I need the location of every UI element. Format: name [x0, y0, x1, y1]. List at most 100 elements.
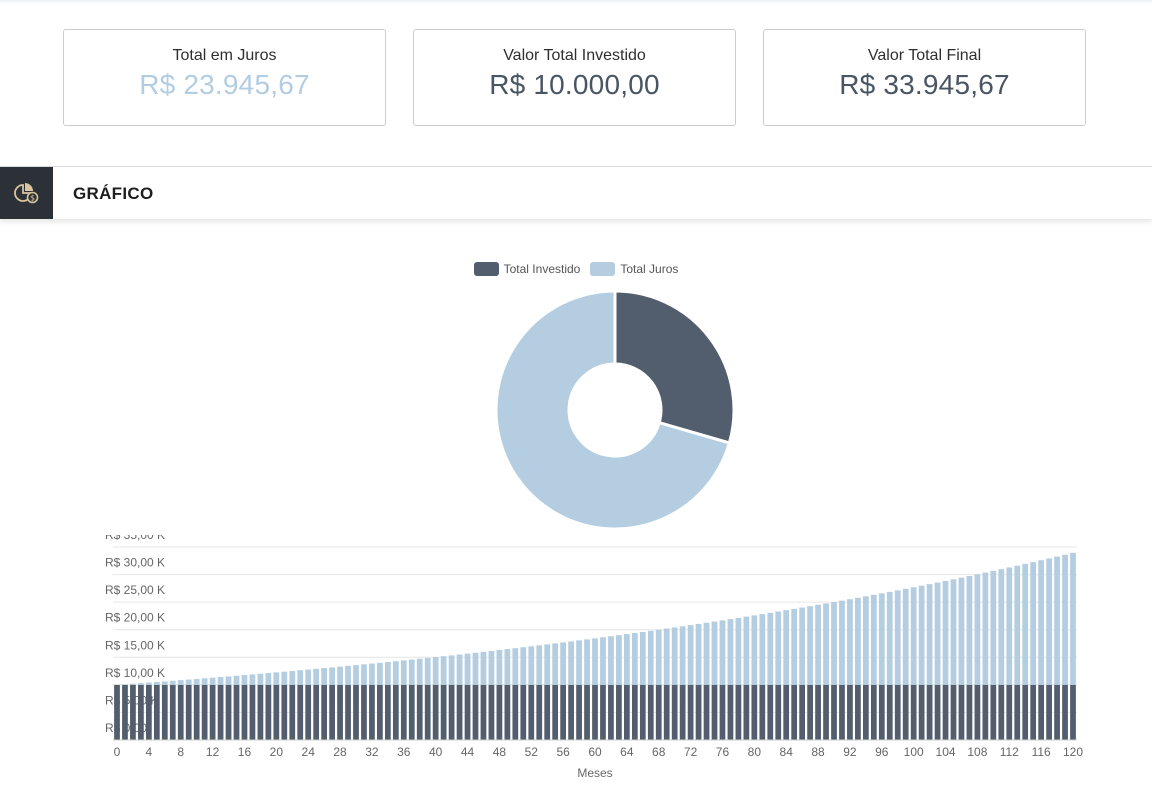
bar-investido[interactable]	[576, 684, 582, 740]
bar-juros[interactable]	[456, 654, 463, 685]
bar-juros[interactable]	[185, 679, 192, 685]
bar-juros[interactable]	[369, 663, 375, 685]
bar-investido[interactable]	[130, 684, 136, 740]
bar-investido[interactable]	[687, 684, 694, 740]
bar-juros[interactable]	[217, 677, 224, 685]
bar-investido[interactable]	[791, 684, 798, 740]
bar-investido[interactable]	[958, 684, 965, 740]
bar-juros[interactable]	[735, 617, 742, 685]
bar-juros[interactable]	[193, 678, 200, 685]
bar-investido[interactable]	[329, 684, 335, 740]
bar-juros[interactable]	[408, 659, 415, 685]
bar-juros[interactable]	[209, 677, 216, 685]
bar-investido[interactable]	[456, 684, 463, 740]
bar-juros[interactable]	[878, 593, 885, 685]
bar-juros[interactable]	[584, 639, 590, 685]
bar-juros[interactable]	[759, 614, 766, 685]
bar-investido[interactable]	[735, 684, 742, 740]
bar-juros[interactable]	[321, 668, 328, 685]
bar-juros[interactable]	[289, 670, 296, 685]
bar-juros[interactable]	[432, 657, 439, 685]
bar-juros[interactable]	[424, 657, 431, 685]
bar-juros[interactable]	[440, 656, 447, 685]
bar-investido[interactable]	[345, 684, 351, 740]
bar-juros[interactable]	[894, 590, 901, 685]
bar-juros[interactable]	[400, 660, 407, 685]
bar-juros[interactable]	[177, 680, 184, 685]
bar-juros[interactable]	[807, 606, 813, 685]
bar-investido[interactable]	[950, 684, 957, 740]
bar-investido[interactable]	[209, 684, 216, 740]
bar-investido[interactable]	[464, 684, 471, 740]
bar-juros[interactable]	[169, 680, 176, 685]
bar-juros[interactable]	[623, 634, 630, 685]
bar-juros[interactable]	[384, 661, 391, 685]
bar-juros[interactable]	[855, 597, 861, 685]
bar-juros[interactable]	[751, 615, 758, 685]
bar-juros[interactable]	[1046, 558, 1052, 685]
bar-investido[interactable]	[281, 684, 288, 740]
bar-juros[interactable]	[153, 681, 160, 685]
bar-juros[interactable]	[679, 626, 686, 685]
bar-investido[interactable]	[225, 684, 232, 740]
bar-investido[interactable]	[974, 684, 981, 740]
bar-investido[interactable]	[313, 684, 320, 740]
bar-juros[interactable]	[631, 633, 638, 685]
bar-juros[interactable]	[576, 640, 582, 685]
bar-investido[interactable]	[496, 684, 503, 740]
bar-investido[interactable]	[520, 684, 527, 740]
bar-investido[interactable]	[639, 684, 646, 740]
bar-juros[interactable]	[257, 673, 264, 685]
bar-juros[interactable]	[416, 658, 423, 685]
bar-juros[interactable]	[1022, 563, 1029, 685]
bar-juros[interactable]	[775, 611, 782, 685]
bar-juros[interactable]	[313, 668, 320, 685]
bar-investido[interactable]	[759, 684, 766, 740]
bar-investido[interactable]	[743, 684, 750, 740]
bar-juros[interactable]	[472, 652, 479, 685]
bar-juros[interactable]	[568, 641, 574, 685]
bar-investido[interactable]	[600, 684, 606, 740]
bar-juros[interactable]	[695, 623, 702, 685]
bar-investido[interactable]	[177, 684, 184, 740]
bar-juros[interactable]	[592, 638, 598, 685]
bar-juros[interactable]	[1006, 567, 1013, 685]
bar-juros[interactable]	[520, 647, 527, 685]
bar-juros[interactable]	[1030, 562, 1037, 685]
bar-juros[interactable]	[663, 628, 670, 685]
bar-juros[interactable]	[448, 655, 455, 685]
bar-juros[interactable]	[671, 627, 678, 685]
bar-juros[interactable]	[297, 670, 304, 685]
bar-investido[interactable]	[568, 684, 574, 740]
bar-juros[interactable]	[608, 636, 614, 685]
bar-juros[interactable]	[337, 666, 343, 685]
bar-investido[interactable]	[711, 684, 718, 740]
bar-juros[interactable]	[249, 674, 256, 685]
bar-juros[interactable]	[544, 644, 551, 685]
bar-investido[interactable]	[384, 684, 391, 740]
bar-juros[interactable]	[655, 629, 662, 685]
bar-investido[interactable]	[416, 684, 423, 740]
bar-investido[interactable]	[448, 684, 455, 740]
bar-investido[interactable]	[878, 684, 885, 740]
bar-investido[interactable]	[1062, 684, 1068, 740]
bar-investido[interactable]	[528, 684, 535, 740]
bar-juros[interactable]	[281, 671, 288, 685]
bar-juros[interactable]	[870, 594, 877, 685]
bar-juros[interactable]	[1014, 565, 1021, 685]
bar-juros[interactable]	[1070, 552, 1076, 685]
bar-investido[interactable]	[153, 684, 160, 740]
bar-investido[interactable]	[408, 684, 415, 740]
bar-juros[interactable]	[361, 664, 367, 685]
bar-juros[interactable]	[496, 650, 503, 685]
bar-investido[interactable]	[122, 684, 128, 740]
bar-investido[interactable]	[297, 684, 304, 740]
bar-juros[interactable]	[950, 579, 957, 685]
bar-juros[interactable]	[823, 603, 829, 685]
bar-juros[interactable]	[862, 596, 869, 685]
bar-investido[interactable]	[647, 684, 654, 740]
bar-investido[interactable]	[934, 684, 941, 740]
donut-slice-juros[interactable]	[494, 289, 731, 531]
bar-investido[interactable]	[273, 684, 280, 740]
bar-juros[interactable]	[831, 602, 837, 685]
